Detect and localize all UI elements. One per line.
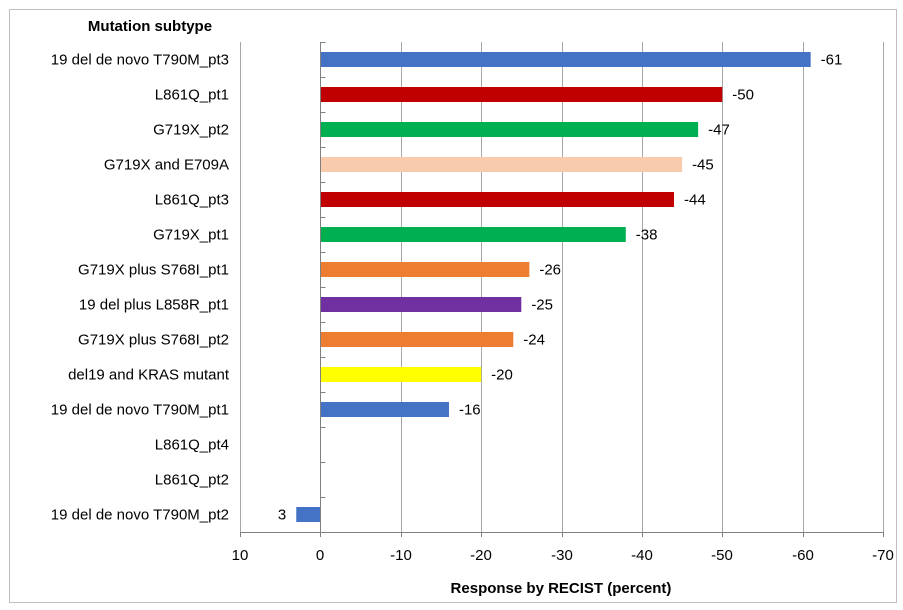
data-label: -25 — [531, 297, 553, 314]
data-label: -20 — [491, 367, 513, 384]
category-label: G719X plus S768I_pt2 — [78, 332, 229, 349]
x-tick-label: -40 — [631, 547, 653, 564]
category-label: G719X_pt2 — [153, 122, 229, 139]
data-label: 3 — [278, 507, 286, 524]
data-label: -50 — [732, 87, 754, 104]
bars — [296, 52, 811, 522]
category-label: 19 del de novo T790M_pt2 — [51, 507, 229, 524]
category-label: L861Q_pt2 — [155, 472, 229, 489]
category-label: G719X_pt1 — [153, 227, 229, 244]
category-label: L861Q_pt4 — [155, 437, 229, 454]
data-label: -38 — [636, 227, 658, 244]
category-label: del19 and KRAS mutant — [68, 367, 230, 384]
data-label: -47 — [708, 122, 730, 139]
x-tick-label: -70 — [872, 547, 894, 564]
x-tick-label: -20 — [470, 547, 492, 564]
bar — [320, 52, 811, 67]
category-label: 19 del plus L858R_pt1 — [79, 297, 229, 314]
bar — [320, 262, 530, 277]
gridlines — [240, 42, 884, 532]
x-axis-title: Response by RECIST (percent) — [451, 580, 672, 597]
bar — [296, 507, 321, 522]
bar — [320, 367, 482, 382]
category-label: 19 del de novo T790M_pt1 — [51, 402, 229, 419]
x-tick-label: -10 — [390, 547, 412, 564]
x-tick-label: -50 — [711, 547, 733, 564]
bar — [320, 157, 683, 172]
chart-frame — [9, 9, 897, 603]
category-label: L861Q_pt3 — [155, 192, 229, 209]
data-label: -16 — [459, 402, 481, 419]
x-tick-label: 10 — [232, 547, 249, 564]
x-tick-label: -60 — [792, 547, 814, 564]
category-label: G719X plus S768I_pt1 — [78, 262, 229, 279]
category-label: L861Q_pt1 — [155, 87, 229, 104]
x-tick-label: -30 — [551, 547, 573, 564]
chart-title: Mutation subtype — [88, 18, 212, 35]
bar — [320, 87, 723, 102]
category-label: 19 del de novo T790M_pt3 — [51, 52, 229, 69]
data-labels: -61 -50 -47 -45 -44 -38 -26 -25 -24 -20 -16 3 — [278, 52, 842, 524]
data-label: -45 — [692, 157, 714, 174]
data-label: -26 — [539, 262, 561, 279]
category-label: G719X and E709A — [104, 157, 229, 174]
data-label: -61 — [821, 52, 843, 69]
category-labels: 19 del de novo T790M_pt3 L861Q_pt1 G719X_p… — [51, 52, 230, 524]
x-tick-labels: 10 0 -10 -20 -30 -40 -50 -60 -70 — [232, 547, 894, 564]
bar — [320, 332, 514, 347]
bar — [320, 192, 675, 207]
data-label: -44 — [684, 192, 706, 209]
bar — [320, 227, 626, 242]
data-label: -24 — [523, 332, 545, 349]
bar — [320, 297, 522, 312]
x-tick-label: 0 — [316, 547, 324, 564]
axes — [240, 42, 884, 537]
bar — [320, 402, 449, 417]
bar — [320, 122, 699, 137]
